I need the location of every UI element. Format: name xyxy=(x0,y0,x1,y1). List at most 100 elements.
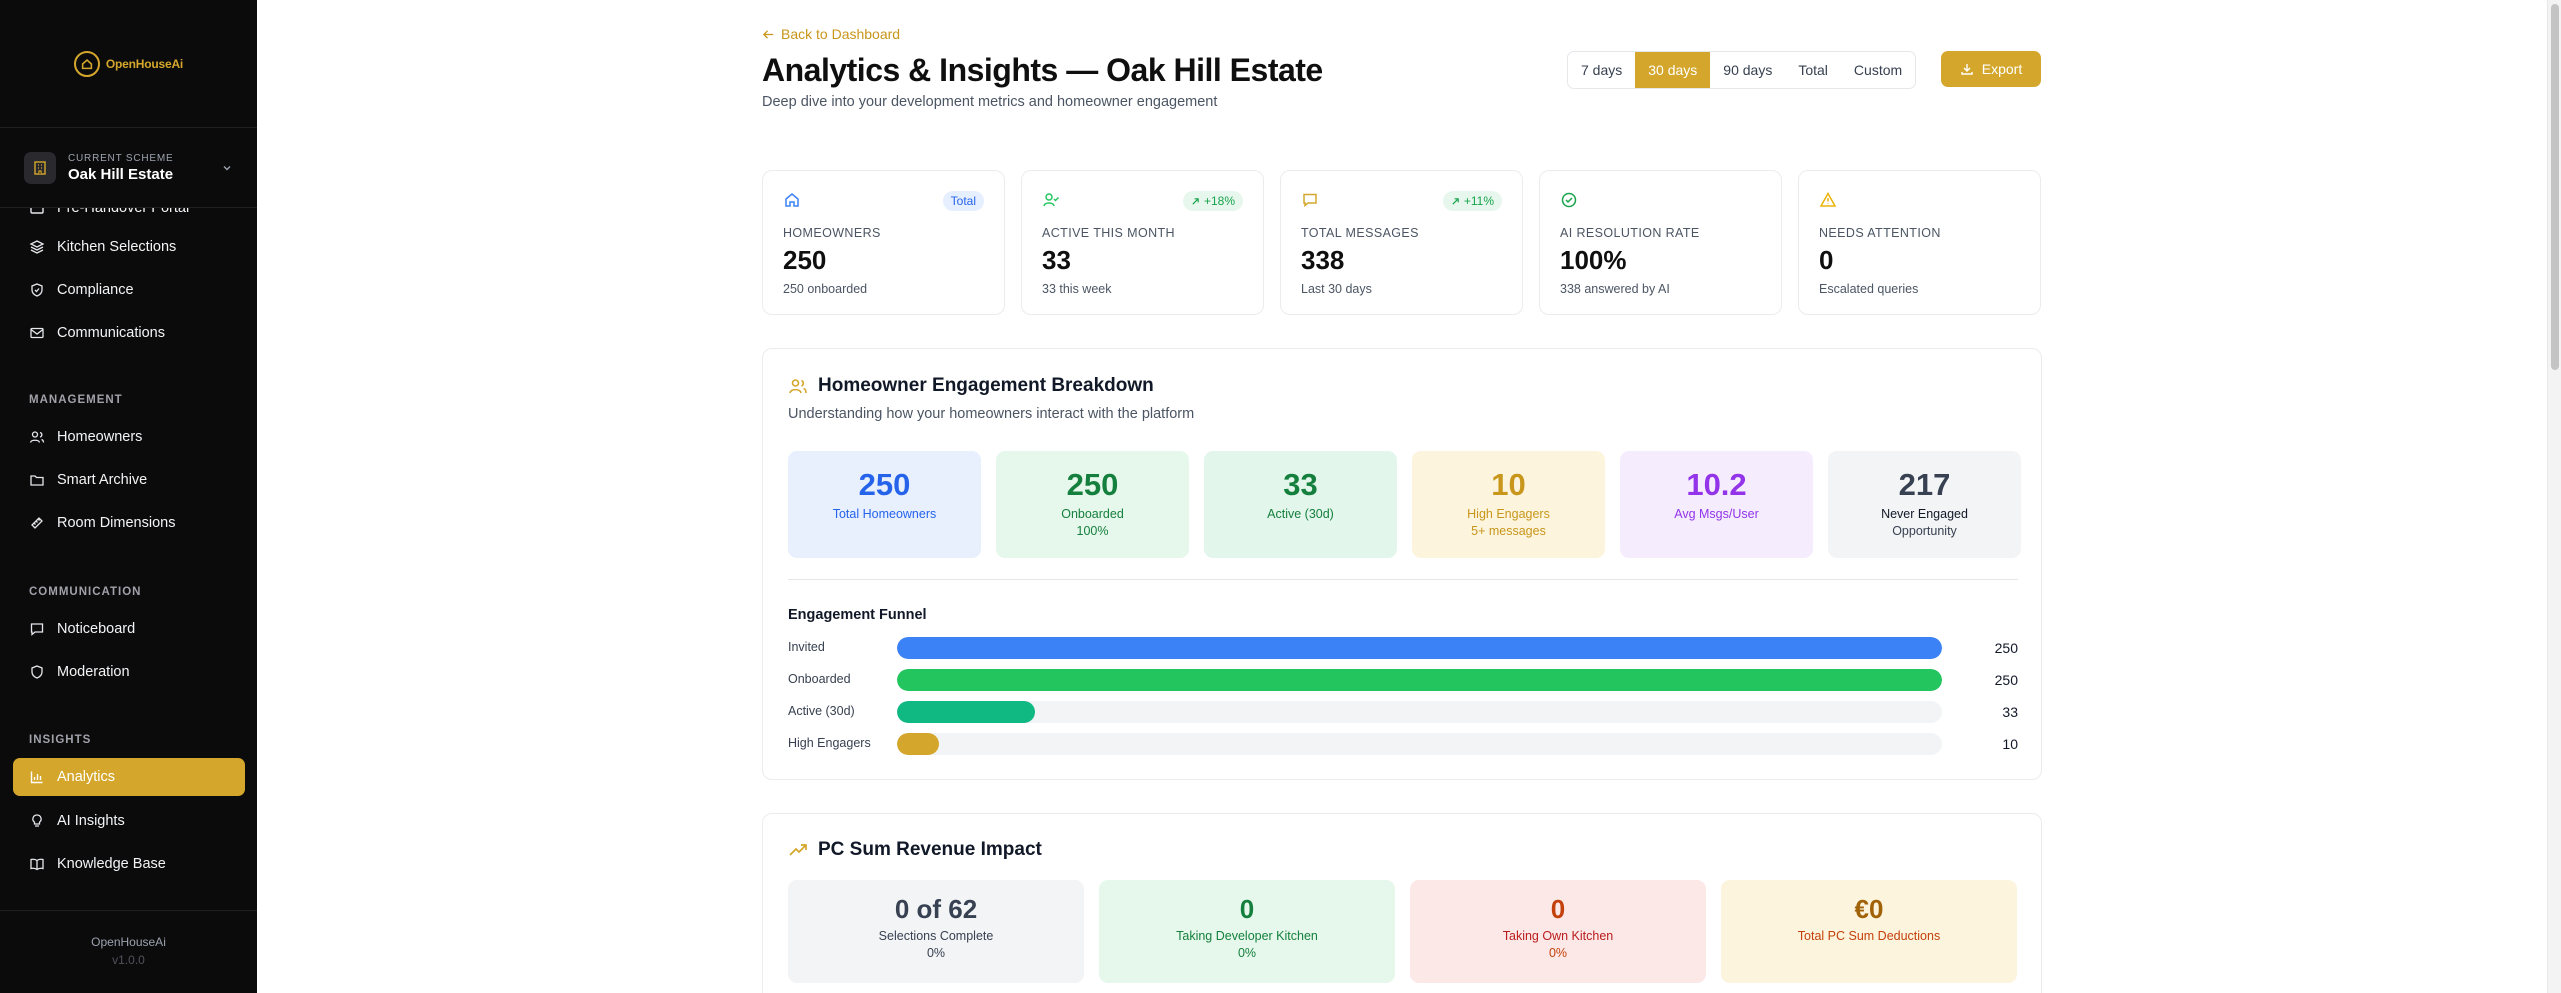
lightbulb-icon xyxy=(32,814,42,827)
page-subtitle: Deep dive into your development metrics … xyxy=(762,94,1218,110)
range-custom[interactable]: Custom xyxy=(1853,62,1903,78)
check-circle-icon xyxy=(1561,192,1577,208)
funnel-track xyxy=(897,701,1942,723)
sidebar-item-label: Communications xyxy=(57,325,165,341)
funnel-bar xyxy=(897,669,1942,691)
stat-label: NEEDS ATTENTION xyxy=(1819,226,1941,240)
metric-label: High Engagers xyxy=(1467,507,1550,521)
users-icon xyxy=(29,431,45,443)
pc-taking-developer-kitchen: 0 Taking Developer Kitchen 0% xyxy=(1099,880,1395,983)
engagement-subtitle: Understanding how your homeowners intera… xyxy=(788,406,1195,422)
sidebar-item-kitchen-selections[interactable]: Kitchen Selections xyxy=(13,228,245,266)
stat-sub: 33 this week xyxy=(1042,282,1112,296)
engagement-title: Homeowner Engagement Breakdown xyxy=(788,375,1154,397)
ruler-icon xyxy=(31,517,43,529)
stat-card-needs-attention: NEEDS ATTENTION 0 Escalated queries xyxy=(1798,170,2041,315)
sidebar-item-noticeboard[interactable]: Noticeboard xyxy=(13,610,245,648)
date-range-selector: 7 days 30 days 90 days Total Custom xyxy=(1567,51,1917,89)
funnel-value: 33 xyxy=(2002,704,2018,720)
sidebar-item-moderation[interactable]: Moderation xyxy=(13,653,245,691)
users-icon xyxy=(789,379,807,394)
metric-label: Total Homeowners xyxy=(832,507,937,521)
metric-never-engaged: 217 Never Engaged Opportunity xyxy=(1828,451,2021,558)
sidebar-item-label: Moderation xyxy=(57,664,130,680)
range-total[interactable]: Total xyxy=(1798,62,1828,78)
stat-value: 0 xyxy=(1819,245,1834,275)
sidebar-item-pre-handover-portal[interactable]: Pre-Handover Portal xyxy=(13,208,245,227)
layers-icon xyxy=(29,240,45,254)
sidebar-item-label: Kitchen Selections xyxy=(57,239,177,255)
logo[interactable]: OpenHouseAi xyxy=(0,0,257,128)
trend-up-icon xyxy=(1452,197,1459,205)
message-square-icon xyxy=(30,623,44,636)
pc-taking-own-kitchen: 0 Taking Own Kitchen 0% xyxy=(1410,880,1706,983)
metric-label: Avg Msgs/User xyxy=(1674,507,1759,521)
sidebar-item-label: Smart Archive xyxy=(57,472,148,488)
funnel-track xyxy=(897,637,1942,659)
metric-total-homeowners: 250 Total Homeowners xyxy=(788,451,981,558)
stat-value: 338 xyxy=(1301,245,1345,275)
bar-chart-icon xyxy=(30,771,43,784)
pc-total-deductions: €0 Total PC Sum Deductions xyxy=(1721,880,2017,983)
range-7-days[interactable]: 7 days xyxy=(1581,62,1623,78)
metric-value: 250 xyxy=(858,467,911,502)
metric-high-engagers: 10 High Engagers 5+ messages xyxy=(1412,451,1605,558)
funnel-row-onboarded: Onboarded 250 xyxy=(788,669,2018,691)
sidebar-item-knowledge-base[interactable]: Knowledge Base xyxy=(13,845,245,883)
funnel-value: 250 xyxy=(1994,640,2018,656)
scrollbar[interactable] xyxy=(2547,0,2561,993)
sidebar-item-room-dimensions[interactable]: Room Dimensions xyxy=(13,504,245,542)
funnel-label: High Engagers xyxy=(788,736,871,750)
funnel-label: Onboarded xyxy=(788,672,851,686)
pc-value: 0 xyxy=(1239,894,1255,924)
sidebar-item-homeowners[interactable]: Homeowners xyxy=(13,418,245,456)
scheme-selector[interactable]: CURRENT SCHEME Oak Hill Estate xyxy=(0,128,257,208)
stat-badge: +18% xyxy=(1182,191,1243,211)
chevron-down-icon xyxy=(223,165,231,170)
stat-label: HOMEOWNERS xyxy=(783,226,881,240)
sidebar-item-label: Homeowners xyxy=(57,429,143,445)
metric-sub: Opportunity xyxy=(1892,524,1957,538)
section-title-insights: INSIGHTS xyxy=(29,734,92,746)
scrollbar-thumb[interactable] xyxy=(2551,4,2559,370)
range-30-days[interactable]: 30 days xyxy=(1635,52,1711,88)
funnel-row-active-30d: Active (30d) 33 xyxy=(788,701,2018,723)
pc-sub: 0% xyxy=(1237,946,1257,960)
metric-avg-msgs-user: 10.2 Avg Msgs/User xyxy=(1620,451,1813,558)
back-to-dashboard-link[interactable]: Back to Dashboard xyxy=(762,26,900,42)
stat-value: 250 xyxy=(783,245,827,275)
footer-app-name: OpenHouseAi xyxy=(91,935,166,949)
metric-sub: 100% xyxy=(1076,524,1109,538)
stat-value: 33 xyxy=(1042,245,1071,275)
user-check-icon xyxy=(1043,193,1060,207)
stat-label: ACTIVE THIS MONTH xyxy=(1042,226,1175,240)
stat-sub: Escalated queries xyxy=(1819,282,1919,296)
stat-badge: +11% xyxy=(1442,191,1502,211)
sidebar-item-ai-insights[interactable]: AI Insights xyxy=(13,802,245,840)
sidebar-item-label: Compliance xyxy=(57,282,134,298)
stat-card-total-messages: +11% TOTAL MESSAGES 338 Last 30 days xyxy=(1280,170,1523,315)
stat-card-homeowners: Total HOMEOWNERS 250 250 onboarded xyxy=(762,170,1005,315)
pc-sub: 0% xyxy=(1548,946,1568,960)
sidebar-item-smart-archive[interactable]: Smart Archive xyxy=(13,461,245,499)
metric-value: 33 xyxy=(1283,467,1318,502)
stat-card-ai-resolution-rate: AI RESOLUTION RATE 100% 338 answered by … xyxy=(1539,170,1782,315)
pc-value: 0 xyxy=(1550,894,1566,924)
funnel-bar xyxy=(897,637,1942,659)
sidebar-item-compliance[interactable]: Compliance xyxy=(13,271,245,309)
trend-up-icon xyxy=(1192,197,1199,205)
sidebar-nav: Pre-Handover Portal Kitchen Selections C… xyxy=(0,208,257,908)
arrow-left-icon xyxy=(762,29,774,39)
metric-label: Active (30d) xyxy=(1267,507,1334,521)
pc-selections-complete: 0 of 62 Selections Complete 0% xyxy=(788,880,1084,983)
range-90-days[interactable]: 90 days xyxy=(1723,62,1773,78)
pc-sum-revenue-card: PC Sum Revenue Impact 0 of 62 Selections… xyxy=(762,813,2042,993)
export-button[interactable]: Export xyxy=(1941,51,2041,87)
pc-label: Taking Developer Kitchen xyxy=(1176,929,1318,943)
sidebar-footer: OpenHouseAi v1.0.0 xyxy=(0,910,257,993)
funnel-row-invited: Invited 250 xyxy=(788,637,2018,659)
sidebar-item-communications[interactable]: Communications xyxy=(13,314,245,352)
sidebar-item-analytics[interactable]: Analytics xyxy=(13,758,245,796)
section-title-communication: COMMUNICATION xyxy=(29,586,142,598)
section-title-management: MANAGEMENT xyxy=(29,394,123,406)
